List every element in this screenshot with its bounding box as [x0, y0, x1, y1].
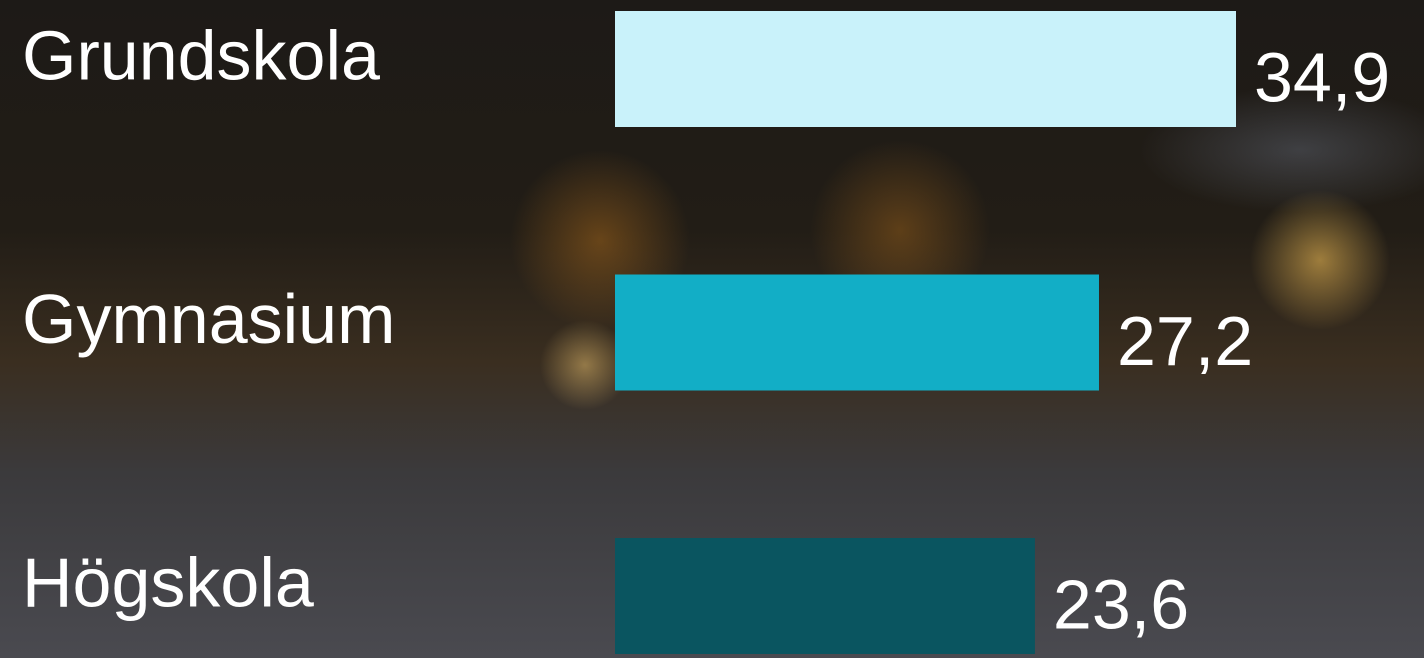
- chart: Grundskola 34,9 Gymnasium 27,2 Högskola 23,6: [0, 0, 1424, 658]
- category-label: Grundskola: [22, 16, 380, 94]
- value-label: 27,2: [1117, 302, 1253, 380]
- category-label: Gymnasium: [22, 280, 395, 358]
- category-label: Högskola: [22, 543, 314, 621]
- page: Grundskola34,9Gymnasium27,2Högskola23,6 …: [0, 0, 1424, 658]
- bar: [615, 275, 1099, 391]
- value-label: 23,6: [1053, 565, 1189, 643]
- value-label: 34,9: [1254, 38, 1390, 116]
- bar: [615, 538, 1035, 654]
- bar: [615, 11, 1236, 127]
